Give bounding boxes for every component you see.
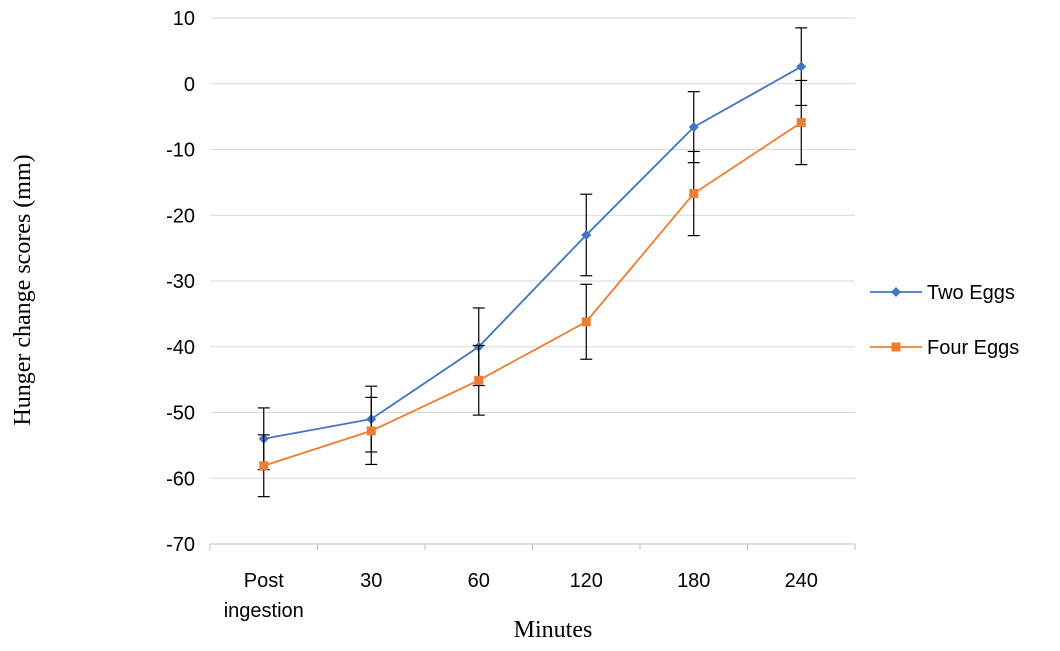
data-point bbox=[259, 461, 269, 471]
y-tick-label: -10 bbox=[166, 140, 195, 162]
legend: Two Eggs Four Eggs bbox=[870, 282, 1019, 359]
y-tick-label: 0 bbox=[184, 74, 195, 96]
data-point bbox=[796, 118, 806, 128]
legend-marker bbox=[891, 287, 901, 297]
y-axis-title: Hunger change scores (mm) bbox=[10, 154, 36, 425]
data-point bbox=[474, 375, 484, 385]
y-tick-labels: 10 0 -10 -20 -30 -40 -50 -60 -70 bbox=[166, 8, 195, 556]
x-tick-label: Post ingestion bbox=[224, 570, 304, 622]
x-tick-label: 240 bbox=[785, 570, 818, 592]
x-tick-label: 180 bbox=[677, 570, 710, 592]
series-line bbox=[263, 65, 802, 440]
legend-label: Four Eggs bbox=[927, 337, 1019, 359]
data-point bbox=[581, 229, 592, 240]
y-tick-label: -60 bbox=[166, 468, 195, 490]
x-tick-label: 30 bbox=[360, 570, 382, 592]
data-point bbox=[689, 189, 699, 199]
x-tick-labels: Post ingestion 30 60 120 180 240 bbox=[224, 570, 818, 622]
data-point bbox=[581, 317, 591, 327]
legend-item: Four Eggs bbox=[870, 337, 1019, 359]
data-point bbox=[366, 426, 376, 436]
x-tick-label: 120 bbox=[570, 570, 603, 592]
x-axis-title: Minutes bbox=[514, 617, 593, 643]
y-tick-label: -70 bbox=[166, 534, 195, 556]
series-two-eggs bbox=[257, 27, 808, 471]
data-point bbox=[688, 122, 699, 133]
legend-item: Two Eggs bbox=[870, 282, 1015, 304]
x-tick-label: 60 bbox=[468, 570, 490, 592]
data-point bbox=[796, 61, 807, 72]
y-tick-label: -20 bbox=[166, 205, 195, 227]
y-tick-label: -30 bbox=[166, 271, 195, 293]
axes bbox=[209, 543, 856, 550]
gridlines bbox=[210, 17, 855, 479]
legend-label: Two Eggs bbox=[927, 282, 1015, 304]
series bbox=[257, 27, 808, 498]
series-line bbox=[263, 121, 802, 467]
y-tick-label: 10 bbox=[173, 8, 195, 30]
series-four-eggs bbox=[257, 79, 808, 498]
y-tick-label: -40 bbox=[166, 337, 195, 359]
legend-marker bbox=[891, 342, 901, 352]
y-tick-label: -50 bbox=[166, 403, 195, 425]
